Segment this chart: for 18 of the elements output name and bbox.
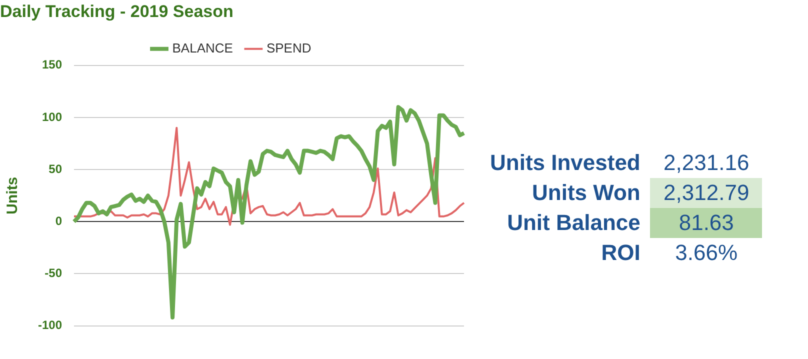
legend-label: SPEND: [266, 40, 312, 56]
chart-title: Daily Tracking - 2019 Season: [0, 2, 234, 21]
category-label: Units Won: [531, 179, 642, 207]
y-axis-title: Units: [4, 176, 22, 214]
y-tick-label: 50: [48, 162, 62, 176]
legend-label: BALANCE: [172, 40, 234, 56]
y-tick-label: 100: [42, 110, 62, 124]
category-label: Unit Balance: [506, 209, 642, 237]
text: 2,231.16: [664, 150, 750, 175]
text: 3.66%: [675, 240, 738, 265]
y-tick-label: -100: [38, 318, 62, 332]
category-label: ROI: [600, 239, 642, 267]
y-tick-label: 0: [55, 214, 62, 228]
y-tick-label: -50: [44, 266, 62, 280]
y-tick-label: 150: [42, 58, 62, 72]
text: 2,312.79: [664, 180, 750, 205]
text: 81.63: [678, 210, 734, 235]
category-label: Units Invested: [490, 149, 642, 177]
